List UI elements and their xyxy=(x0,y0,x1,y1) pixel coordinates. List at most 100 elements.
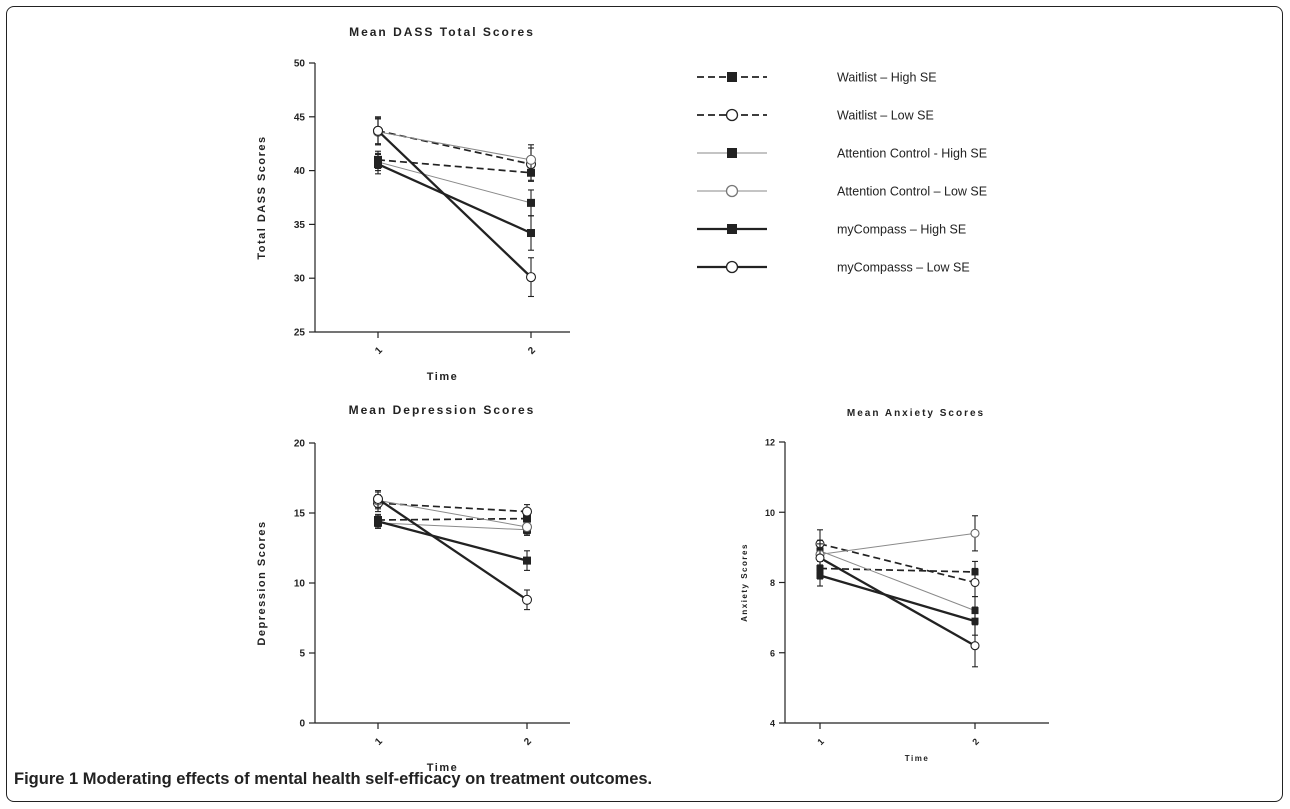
series-line xyxy=(377,520,528,562)
legend-entry: myCompasss – Low SE xyxy=(697,261,970,275)
series-2 xyxy=(374,152,535,217)
series-5 xyxy=(372,490,533,611)
data-point xyxy=(970,528,980,538)
y-axis-label: Anxiety Scores xyxy=(740,543,749,622)
series-line xyxy=(819,556,976,647)
legend-entry: Waitlist – Low SE xyxy=(697,109,934,123)
legend-label: Waitlist – Low SE xyxy=(837,109,934,123)
chart-title: Mean DASS Total Scores xyxy=(349,25,535,39)
y-tick-label: 30 xyxy=(294,274,306,285)
legend-marker xyxy=(725,260,739,274)
y-axis-label: Total DASS Scores xyxy=(256,135,268,259)
legend: Waitlist – High SE Waitlist – Low SE Atten… xyxy=(697,71,987,275)
y-tick-label: 50 xyxy=(294,59,306,70)
data-point xyxy=(521,506,533,517)
series-5 xyxy=(372,116,537,298)
series-line xyxy=(819,567,976,573)
data-point xyxy=(815,553,825,563)
series-3 xyxy=(815,515,980,570)
x-tick-label: 1 xyxy=(373,736,385,748)
series-line xyxy=(377,161,532,204)
series-line xyxy=(377,158,532,174)
caption-label: Figure 1 xyxy=(14,770,79,788)
series-line xyxy=(377,498,528,601)
y-axis-label: Depression Scores xyxy=(256,520,268,645)
data-point xyxy=(971,617,979,625)
chart-depression: Mean Depression Scores 0 5 10 15 20 1 2 Time Depr… xyxy=(256,403,570,774)
legend-marker xyxy=(727,224,737,234)
data-point xyxy=(525,272,537,283)
data-point xyxy=(525,154,537,165)
legend-marker xyxy=(725,108,739,122)
legend-entry: myCompass – High SE xyxy=(697,223,966,237)
data-point xyxy=(970,641,980,651)
legend-marker xyxy=(725,184,739,198)
y-tick-label: 8 xyxy=(770,578,775,588)
legend-entry: Attention Control – Low SE xyxy=(697,185,987,199)
data-point xyxy=(374,517,382,526)
x-axis-label: Time xyxy=(427,762,458,774)
data-point xyxy=(521,521,533,533)
chart-title: Mean Depression Scores xyxy=(349,403,536,417)
data-point xyxy=(372,493,384,505)
legend-entry: Attention Control - High SE xyxy=(697,147,987,161)
legend-marker xyxy=(727,148,737,158)
chart-dass-total: Mean DASS Total Scores 25 30 35 40 45 50 1 2 Time… xyxy=(256,25,570,383)
figure-frame xyxy=(6,6,1283,802)
data-point xyxy=(521,594,533,605)
x-tick-label: 2 xyxy=(526,345,538,357)
y-tick-label: 6 xyxy=(770,648,775,658)
legend-label: myCompass – High SE xyxy=(837,223,966,237)
y-tick-label: 12 xyxy=(765,438,775,448)
series-5 xyxy=(815,543,980,668)
y-tick-label: 4 xyxy=(770,719,775,729)
legend-label: Attention Control – Low SE xyxy=(837,185,987,199)
series-4 xyxy=(374,515,531,571)
series-4 xyxy=(374,153,535,251)
x-tick-label: 2 xyxy=(522,736,534,748)
y-tick-label: 40 xyxy=(294,166,306,177)
data-point xyxy=(527,198,535,207)
series-line xyxy=(377,522,528,531)
x-tick-label: 1 xyxy=(373,345,385,357)
series-line xyxy=(377,499,528,528)
data-point xyxy=(374,160,382,169)
chart-title: Mean Anxiety Scores xyxy=(847,408,985,419)
series-line xyxy=(819,550,976,612)
series-line xyxy=(819,574,976,623)
legend-label: Waitlist – High SE xyxy=(837,71,937,85)
x-axis-label: Time xyxy=(905,754,930,763)
data-point xyxy=(970,577,980,588)
x-tick-label: 2 xyxy=(970,736,981,747)
data-point xyxy=(816,571,824,579)
y-tick-label: 45 xyxy=(294,112,306,123)
y-tick-label: 0 xyxy=(299,719,305,730)
caption-text: Moderating effects of mental health self… xyxy=(82,770,653,788)
y-tick-label: 15 xyxy=(294,509,306,520)
y-tick-label: 10 xyxy=(294,579,306,590)
series-line xyxy=(377,129,532,278)
legend-label: myCompasss – Low SE xyxy=(837,261,970,275)
data-point xyxy=(372,125,384,136)
series-line xyxy=(377,517,528,521)
legend-entry: Waitlist – High SE xyxy=(697,71,937,85)
series-line xyxy=(819,543,976,584)
y-tick-label: 35 xyxy=(294,220,306,231)
data-point xyxy=(523,556,531,565)
figure-caption: Figure 1 Moderating effects of mental he… xyxy=(14,770,652,789)
x-axis-label: Time xyxy=(427,371,458,383)
y-tick-label: 25 xyxy=(294,328,306,339)
y-tick-label: 10 xyxy=(765,508,775,518)
legend-label: Attention Control - High SE xyxy=(837,147,987,161)
x-tick-label: 1 xyxy=(815,736,826,747)
series-line xyxy=(819,532,976,555)
y-tick-label: 20 xyxy=(294,439,306,450)
series-line xyxy=(377,163,532,235)
series-1 xyxy=(815,529,980,598)
legend-marker xyxy=(727,72,737,82)
series-4 xyxy=(816,564,979,636)
data-point xyxy=(527,229,535,238)
y-tick-label: 5 xyxy=(299,649,305,660)
